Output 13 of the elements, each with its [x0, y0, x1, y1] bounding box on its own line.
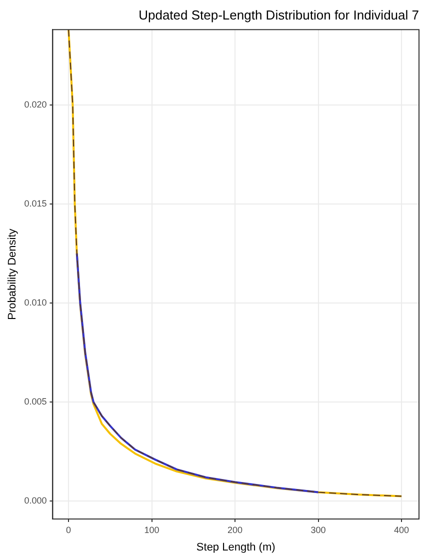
y-tick-label: 0.010 [24, 298, 47, 308]
x-tick-label: 100 [144, 524, 160, 535]
x-tick-label: 300 [310, 524, 326, 535]
y-tick-label: 0.000 [24, 496, 47, 506]
y-tick-label: 0.015 [24, 198, 47, 208]
x-tick-label: 0 [66, 524, 72, 535]
chart-title: Updated Step-Length Distribution for Individual 7 [138, 7, 419, 22]
y-tick-label: 0.005 [24, 396, 47, 407]
y-axis-title: Probability Density [6, 228, 19, 320]
x-axis-title: Step Length (m) [196, 541, 276, 554]
x-tick-label: 200 [228, 524, 243, 535]
y-tick-label: 0.020 [24, 99, 47, 110]
x-tick-label: 400 [394, 524, 410, 535]
